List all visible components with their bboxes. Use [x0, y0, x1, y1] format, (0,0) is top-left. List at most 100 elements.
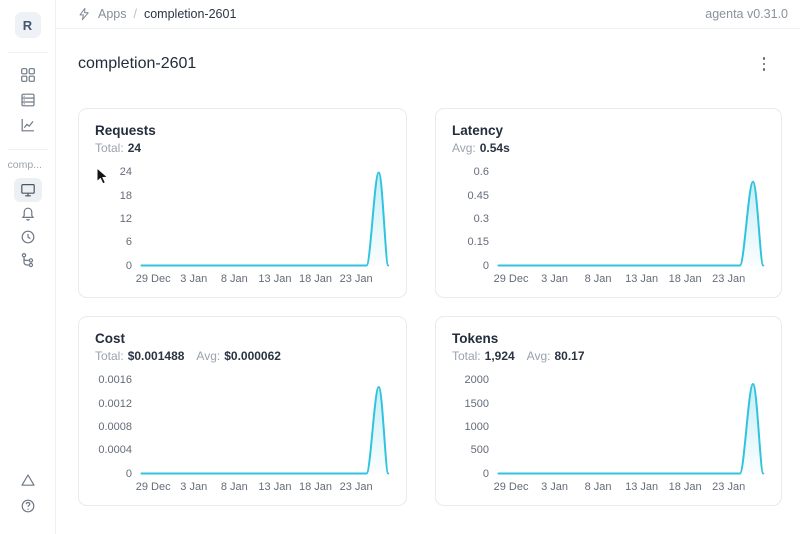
y-tick-label: 0.0008	[98, 421, 132, 433]
sidebar-item-evaluations[interactable]	[15, 113, 41, 137]
card-stats: Total: 24	[95, 140, 390, 157]
metric-card-tokens: Tokens Total: 1,924 Avg: 80.17 2000 1500 1000…	[434, 316, 782, 506]
card-title: Cost	[95, 331, 125, 346]
x-tick-label: 29 Dec	[493, 273, 529, 285]
stat-label: Total:	[451, 349, 481, 363]
y-tick-label: 24	[119, 166, 132, 179]
card-title: Tokens	[451, 331, 499, 346]
chart-svg	[141, 379, 390, 475]
stat: Total: $0.001488	[95, 348, 184, 365]
stat-label: Avg:	[526, 349, 551, 363]
help-icon	[21, 499, 34, 513]
x-tick-label: 8 Jan	[220, 273, 248, 285]
y-axis: 0.0016 0.0012 0.0008 0.0004 0	[95, 374, 141, 479]
y-axis: 0.6 0.45 0.3 0.15 0	[452, 166, 498, 271]
plot-area[interactable]	[141, 379, 390, 475]
x-tick-label: 3 Jan	[541, 481, 569, 493]
stat: Avg: 0.54s	[452, 140, 510, 157]
sidebar-item-alerts[interactable]	[15, 468, 41, 492]
y-tick-label: 1500	[464, 397, 489, 410]
top-header: Apps / completion-2601 agenta v0.31.0	[56, 0, 800, 29]
x-tick-label: 8 Jan	[584, 481, 612, 493]
divider	[7, 149, 48, 150]
stat-value: 1,924	[484, 349, 515, 363]
sidebar-nav-app	[13, 177, 42, 271]
x-axis: 29 Dec 3 Jan 8 Jan 13 Jan 18 Jan 23 Jan	[494, 475, 765, 493]
sidebar-nav-global	[15, 63, 41, 138]
history-icon	[21, 230, 34, 244]
metric-card-latency: Latency Avg: 0.54s 0.6 0.45 0.3 0.15 0 29 Dec…	[434, 108, 782, 298]
sidebar-item-help[interactable]	[15, 494, 41, 518]
x-tick-label: 3 Jan	[180, 481, 208, 493]
card-stats: Total: $0.001488 Avg: $0.000062	[95, 348, 390, 365]
sidebar-item-observability[interactable]	[15, 226, 41, 248]
app-version: agenta v0.31.0	[705, 7, 788, 21]
x-tick-label: 23 Jan	[712, 273, 746, 285]
stat-label: Total:	[95, 141, 124, 155]
sidebar-item-overview[interactable]	[13, 178, 42, 202]
tokens-line-chart: 2000 1500 1000 500 0 29 Dec 3 Jan 8 Jan 13 Jan 1…	[452, 374, 765, 493]
y-tick-label: 12	[119, 213, 132, 225]
more-menu-button[interactable]	[754, 54, 774, 74]
x-tick-label: 23 Jan	[339, 273, 373, 285]
requests-line-chart: 24 18 12 6 0 29 Dec 3 Jan 8 Jan 13 Jan 18 Jan 23 …	[95, 166, 390, 285]
plot-area[interactable]	[141, 171, 390, 267]
card-title: Requests	[95, 123, 156, 138]
x-axis: 29 Dec 3 Jan 8 Jan 13 Jan 18 Jan 23 Jan	[136, 267, 390, 285]
page-title: completion-2601	[78, 55, 197, 72]
metric-cards-grid: Requests Total: 24 24 18 12 6 0 29 Dec 3 Jan 8 …	[78, 108, 782, 506]
list-icon	[20, 93, 35, 107]
chart-svg	[498, 379, 765, 475]
stat-value: 80.17	[554, 349, 585, 363]
plot-area[interactable]	[498, 379, 765, 475]
y-tick-label: 0.6	[473, 166, 489, 179]
y-tick-label: 0	[125, 467, 132, 480]
y-tick-label: 0.45	[467, 189, 489, 202]
stat: Avg: 80.17	[527, 348, 585, 365]
sidebar-item-traces[interactable]	[15, 249, 41, 271]
cost-line-chart: 0.0016 0.0012 0.0008 0.0004 0 29 Dec 3 Jan 8 J…	[95, 374, 390, 493]
y-tick-label: 0	[482, 467, 489, 480]
workspace-avatar[interactable]: R	[14, 12, 41, 38]
y-tick-label: 0	[125, 259, 132, 272]
x-tick-label: 8 Jan	[584, 273, 612, 285]
y-tick-label: 0.0004	[98, 444, 132, 457]
stat: Avg: $0.000062	[196, 348, 281, 365]
y-tick-label: 0.0016	[98, 374, 132, 387]
x-tick-label: 8 Jan	[220, 481, 248, 493]
sidebar-item-testsets[interactable]	[15, 88, 41, 112]
lightning-icon	[79, 7, 89, 21]
y-tick-label: 2000	[464, 374, 489, 387]
y-tick-label: 0.15	[467, 236, 489, 249]
y-tick-label: 500	[470, 444, 489, 457]
x-tick-label: 29 Dec	[135, 481, 171, 493]
x-tick-label: 3 Jan	[541, 273, 569, 285]
main-content: completion-2601 Requests Total: 24 24 18 12…	[56, 53, 800, 506]
y-tick-label: 0.3	[473, 213, 489, 225]
stat-value: 0.54s	[479, 141, 510, 155]
x-tick-label: 13 Jan	[625, 273, 659, 285]
y-tick-label: 18	[119, 189, 132, 202]
y-tick-label: 6	[125, 236, 132, 249]
metric-card-requests: Requests Total: 24 24 18 12 6 0 29 Dec 3 Jan 8 …	[78, 108, 407, 298]
plot-area[interactable]	[498, 171, 765, 267]
stat-label: Avg:	[196, 349, 221, 363]
card-stats: Avg: 0.54s	[452, 140, 765, 157]
breadcrumb-apps-link[interactable]: Apps	[98, 7, 127, 21]
card-title: Latency	[451, 123, 503, 138]
y-tick-label: 0.0012	[98, 397, 132, 410]
bell-icon	[21, 207, 34, 221]
y-axis: 24 18 12 6 0	[95, 166, 141, 271]
y-axis: 2000 1500 1000 500 0	[452, 374, 498, 479]
x-tick-label: 18 Jan	[299, 481, 333, 493]
card-stats: Total: 1,924 Avg: 80.17	[452, 348, 765, 365]
x-tick-label: 13 Jan	[625, 481, 659, 493]
breadcrumb-separator: /	[133, 7, 137, 21]
sidebar-item-apps[interactable]	[15, 63, 41, 87]
sidebar-item-notifications[interactable]	[15, 203, 41, 225]
chart-svg	[498, 171, 765, 267]
warning-triangle-icon	[20, 474, 35, 486]
x-axis: 29 Dec 3 Jan 8 Jan 13 Jan 18 Jan 23 Jan	[136, 475, 390, 493]
x-tick-label: 23 Jan	[339, 481, 373, 493]
x-tick-label: 29 Dec	[135, 273, 171, 285]
